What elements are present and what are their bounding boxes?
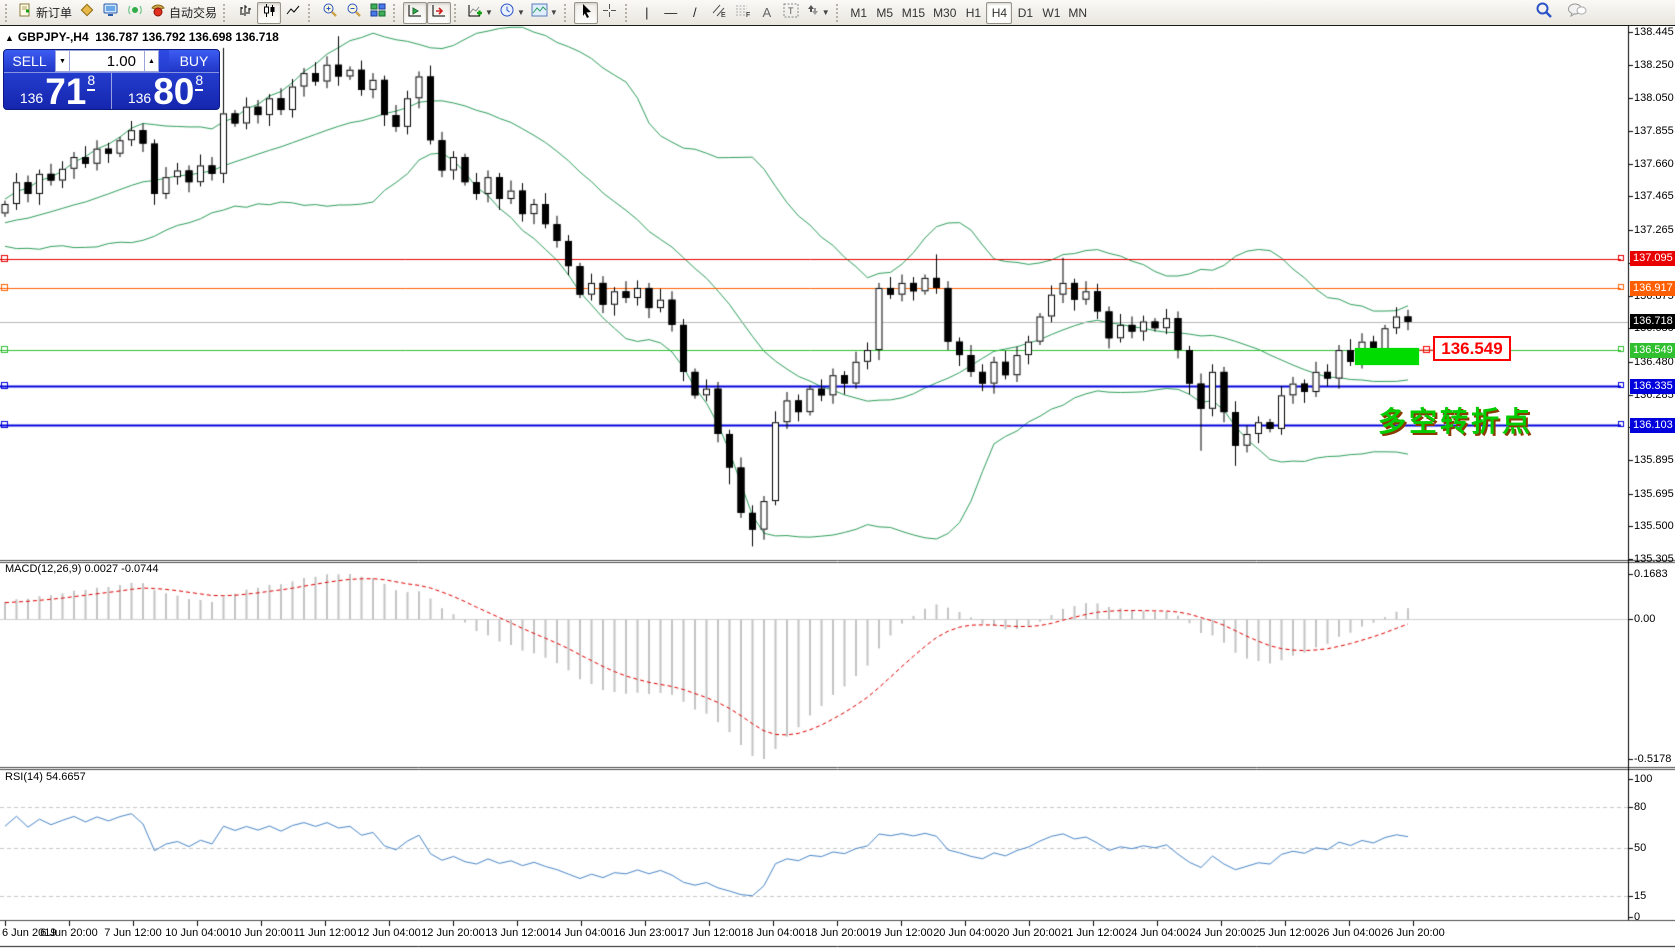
svg-text:T: T (788, 6, 794, 16)
trendline-button[interactable]: / (683, 2, 707, 24)
vertical-line-button[interactable]: | (635, 2, 659, 24)
chart-canvas[interactable] (0, 26, 1675, 948)
timeframe-m1[interactable]: M1 (850, 5, 868, 20)
timeframe-m30[interactable]: M30 (933, 5, 957, 20)
chart-bars-button[interactable] (233, 2, 257, 24)
timeframe-mn[interactable]: MN (1068, 5, 1088, 20)
fibonacci-icon: F (735, 3, 751, 23)
sell-button[interactable]: SELL (4, 50, 55, 72)
autotrade-label: 自动交易 (169, 6, 218, 20)
candlestick-icon (262, 3, 277, 23)
timeframe-w1[interactable]: W1 (1042, 5, 1061, 20)
indicators-icon (467, 3, 483, 23)
timeframe-m5[interactable]: M5 (876, 5, 894, 20)
periods-button[interactable]: ▼ (496, 2, 528, 24)
dropdown-arrow-icon: ▼ (516, 8, 525, 17)
arrows-button[interactable]: ▼ (803, 2, 833, 24)
toolbar-grip (563, 3, 571, 22)
autoscroll-icon (407, 3, 423, 23)
one-click-trade-panel: SELL ▼ 1.00 ▲ BUY 136 71 8 136 80 8 (3, 49, 220, 110)
toolbar-grip (308, 3, 315, 22)
search-icon[interactable] (1535, 1, 1553, 24)
sell-price-prefix: 136 (19, 90, 44, 106)
chat-icon[interactable] (1567, 2, 1587, 23)
timeframe-d1[interactable]: D1 (1017, 5, 1034, 20)
indicators-button[interactable]: ▼ (464, 2, 496, 24)
bar-chart-icon (238, 3, 253, 23)
svg-text:E: E (721, 12, 726, 18)
horizontal-line-icon: — (664, 5, 678, 20)
chart-shift-icon (431, 3, 447, 23)
toolbar-right-icons (1535, 1, 1587, 24)
signals-button[interactable] (123, 2, 147, 24)
toolbar-grip (223, 3, 230, 22)
volume-input[interactable]: 1.00 (70, 50, 144, 72)
clock-icon (499, 2, 515, 23)
channel-icon: E (711, 3, 727, 23)
zoom-in-button[interactable] (318, 2, 342, 24)
label-button[interactable]: T (779, 2, 803, 24)
new-order-icon (18, 3, 33, 23)
volume-down-button[interactable]: ▼ (55, 50, 70, 72)
timeframe-h4[interactable]: H4 (986, 1, 1013, 24)
svg-text:F: F (746, 12, 750, 18)
buy-price[interactable]: 136 80 8 (112, 71, 219, 110)
autoscroll-button[interactable] (403, 1, 428, 24)
crosshair-icon (602, 3, 617, 23)
main-toolbar: 新订单 自动交易 (0, 0, 1675, 26)
autotrade-button[interactable]: 自动交易 (147, 2, 220, 24)
toolbar-grip (5, 3, 12, 22)
buy-price-sup: 8 (195, 72, 204, 91)
text-button[interactable]: A (755, 2, 779, 24)
text-tool-icon: A (762, 5, 772, 20)
sell-price-sup: 8 (87, 72, 96, 91)
terminal-button[interactable] (99, 2, 123, 24)
dropdown-arrow-icon: ▼ (549, 8, 558, 17)
timeframe-h1[interactable]: H1 (965, 5, 982, 20)
new-order-button[interactable]: 新订单 (15, 2, 75, 24)
profiles-icon (79, 2, 95, 23)
buy-price-big: 80 (153, 71, 195, 110)
chart-shift-button[interactable] (427, 1, 452, 24)
tile-windows-button[interactable] (366, 2, 390, 24)
arrows-icon (806, 3, 820, 22)
timeframe-group: M1 M5 M15 M30 H1 H4 D1 W1 MN (846, 1, 1091, 24)
cursor-icon (579, 3, 593, 23)
buy-button[interactable]: BUY (169, 50, 219, 72)
toolbar-grip (454, 3, 461, 22)
timeframe-m15[interactable]: M15 (901, 5, 926, 20)
dropdown-arrow-icon: ▼ (485, 8, 493, 17)
chart-line-button[interactable] (281, 2, 305, 24)
horizontal-line-button[interactable]: — (659, 2, 683, 24)
vertical-line-icon: | (645, 5, 649, 20)
signals-icon (127, 2, 143, 23)
chart-candles-button[interactable] (257, 1, 282, 24)
buy-price-prefix: 136 (127, 90, 152, 106)
trendline-icon: / (692, 5, 697, 20)
fibonacci-button[interactable]: F (731, 2, 755, 24)
zoom-out-button[interactable] (342, 2, 366, 24)
autotrade-icon (150, 2, 166, 23)
sell-price[interactable]: 136 71 8 (4, 71, 112, 110)
volume-up-button[interactable]: ▲ (144, 50, 159, 72)
templates-button[interactable]: ▼ (528, 2, 561, 24)
cursor-button[interactable] (573, 1, 598, 24)
crosshair-button[interactable] (598, 2, 622, 24)
tile-windows-icon (370, 3, 386, 22)
dropdown-arrow-icon: ▼ (821, 8, 830, 17)
zoom-in-icon (322, 2, 338, 23)
label-tool-icon: T (783, 3, 799, 23)
chart-window: ▲ GBPJPY-,H4 136.787 136.792 136.698 136.… (0, 26, 1675, 948)
line-chart-icon (286, 3, 301, 23)
new-order-label: 新订单 (36, 6, 73, 20)
zoom-out-icon (346, 2, 362, 23)
sell-price-big: 71 (45, 71, 87, 110)
profiles-button[interactable] (75, 2, 99, 24)
channel-button[interactable]: E (707, 2, 731, 24)
terminal-icon (103, 3, 119, 22)
template-icon (531, 3, 548, 22)
toolbar-grip (835, 3, 843, 22)
toolbar-grip (393, 3, 400, 22)
toolbar-grip (624, 3, 632, 22)
